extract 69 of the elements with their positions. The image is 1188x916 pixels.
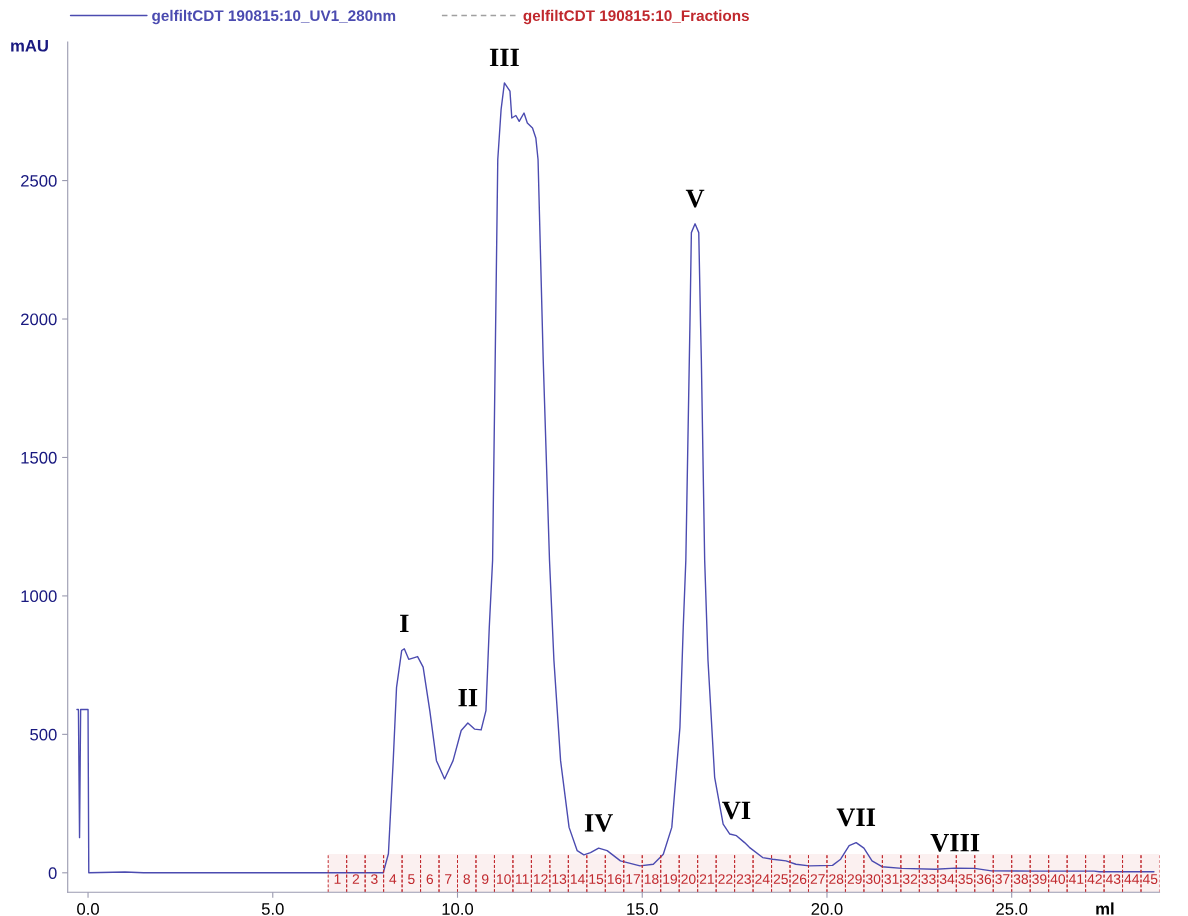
x-tick-label: 25.0 [996,903,1028,915]
x-tick-label: 20.0 [811,903,843,915]
band-label: 45 [1142,874,1158,885]
band-label: 25 [773,874,788,885]
annotation: III [489,48,519,67]
legend-label: gelfiltCDT 190815:10_UV1_280nm [152,9,396,25]
x-tick-label: 5.0 [261,903,284,915]
x-tick-label: 0.0 [77,903,99,915]
band-label: 44 [1124,874,1140,884]
x-axis-title: ml [1096,902,1114,915]
band-label: 26 [792,874,807,885]
band-label: 18 [644,874,659,885]
x-tick-label: 10.0 [442,903,474,915]
band-label: 1 [334,874,341,884]
band-label: 11 [516,874,529,884]
band-label: 27 [810,874,825,884]
text: gelfiltCDT 190815:10_Fractions [523,9,749,25]
y-tick-label: 0 [48,867,57,879]
y-tick-label: 1500 [21,451,57,464]
band-label: 40 [1050,874,1066,885]
annotation: I [400,614,409,633]
band-label: 2 [352,874,360,884]
band-label: 7 [445,874,452,884]
annotation: V [685,189,705,208]
band-label: 43 [1105,874,1121,885]
y-tick-label: 2500 [21,174,57,187]
band-label: 20 [681,874,696,885]
annotation: VII [836,808,876,827]
band-label: 23 [736,874,751,885]
band-label: 22 [718,874,733,884]
annotation: II [458,688,478,707]
band-label: 15 [589,874,604,885]
band-label: 30 [865,874,881,885]
band-label: 13 [552,874,567,885]
band-label: 12 [533,874,548,884]
band-label: 31 [884,874,899,885]
annotation: VIII [930,834,980,852]
band-label: 37 [995,874,1010,885]
band-label: 28 [829,874,844,885]
band-label: 21 [699,874,714,884]
band-label: 9 [482,874,489,885]
band-label: 24 [755,874,770,884]
y-tick-label: 2000 [21,313,57,326]
band-label: 29 [847,874,862,885]
band-label: 16 [607,874,622,885]
x-tick-label: 15.0 [627,903,658,915]
annotation: IV [584,814,613,832]
annotation: VI [722,801,751,820]
band-label: 41 [1068,874,1084,884]
band-label: 33 [921,874,936,885]
band-label: 38 [1013,874,1029,885]
band-label: 35 [958,874,973,885]
band-label: 42 [1087,874,1102,884]
band-label: 6 [426,874,434,885]
band-label: 36 [976,874,992,885]
band-label: 14 [570,874,585,884]
band-label: 34 [939,874,955,885]
band-label: 39 [1032,874,1047,885]
band-label: 10 [497,874,511,885]
band-label: 4 [389,874,397,884]
y-tick-label: 500 [30,728,57,741]
band-label: 8 [463,874,470,885]
band-label: 17 [626,874,641,884]
band-label: 32 [902,874,918,885]
band-label: 5 [408,874,415,885]
y-tick-label: 1000 [21,590,57,603]
y-axis-title: mAU [11,39,48,52]
band-label: 19 [663,874,678,885]
band-label: 3 [371,874,378,885]
